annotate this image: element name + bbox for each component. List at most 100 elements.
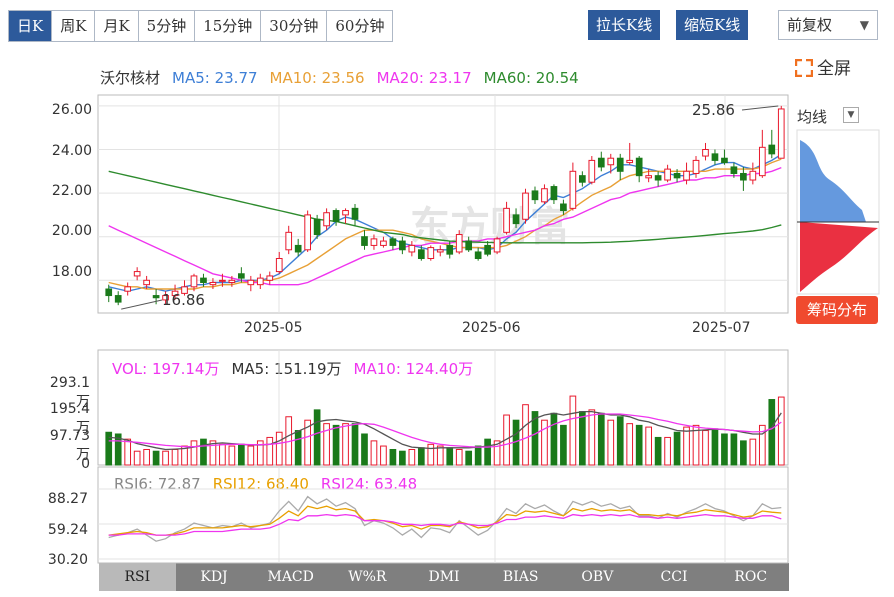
tab-15min[interactable]: 15分钟 — [195, 11, 262, 41]
indicator-tab-bias[interactable]: BIAS — [502, 569, 539, 585]
tab-60min[interactable]: 60分钟 — [327, 11, 393, 41]
candle-body — [597, 157, 605, 168]
indicator-tab-rsi[interactable]: RSI — [99, 563, 176, 591]
volume-bar — [171, 448, 179, 466]
volume-bar — [105, 431, 113, 466]
candle-body — [152, 295, 160, 299]
x-label: 2025-07 — [692, 320, 751, 336]
volume-bar — [588, 409, 596, 466]
ma-line-ma60 — [108, 170, 782, 244]
panel-frame — [97, 466, 789, 564]
tab-day[interactable]: 日K — [9, 11, 53, 41]
candle-body — [635, 157, 643, 177]
rsi6-line — [108, 495, 782, 542]
volume-bar — [673, 431, 681, 466]
indicator-tab-roc[interactable]: ROC — [734, 569, 768, 585]
volume-ma10-line — [108, 413, 782, 448]
indicator-tab-wr[interactable]: W%R — [348, 569, 387, 585]
volume-bar — [256, 440, 264, 466]
candle-body — [664, 168, 671, 181]
legend-vol-ma5: MA5: 151.19万 — [231, 360, 342, 378]
candle-body — [105, 288, 113, 297]
rsi12-line — [108, 505, 782, 536]
candle-body — [702, 149, 709, 157]
volume-bar — [579, 411, 586, 466]
candle-body — [266, 275, 274, 281]
candle-body — [256, 277, 264, 286]
stretch-kline-button[interactable]: 拉长K线 — [588, 10, 661, 40]
volume-bar — [275, 431, 283, 466]
chip-red-area — [800, 222, 878, 292]
indicator-tab-cci[interactable]: CCI — [660, 569, 688, 585]
max-marker-line — [741, 105, 779, 111]
volume-bar — [740, 440, 747, 466]
price-tick: 26.00 — [51, 102, 92, 118]
volume-bar — [124, 438, 132, 466]
price-tick: 24.00 — [51, 143, 92, 159]
volume-bar — [323, 423, 330, 466]
volume-bar — [702, 430, 709, 466]
candle-body — [162, 295, 169, 301]
tab-5min[interactable]: 5分钟 — [138, 11, 196, 41]
indicator-tab-macd[interactable]: MACD — [267, 569, 314, 585]
volume-bar — [162, 450, 169, 466]
volume-bar — [758, 424, 766, 466]
volume-bar — [607, 419, 615, 466]
candle-body — [522, 192, 529, 220]
volume-bar — [436, 445, 444, 466]
legend-ma60: MA60: 20.54 — [483, 69, 579, 87]
volume-bar — [332, 424, 340, 466]
candle-body — [455, 234, 463, 253]
candle-body — [768, 144, 776, 155]
candle-body — [730, 166, 738, 174]
volume-ma5-line — [108, 410, 782, 451]
candle-body — [313, 218, 321, 236]
indicator-tab-dmi[interactable]: DMI — [428, 569, 460, 585]
indicator-tab-kdj[interactable]: KDJ — [200, 569, 228, 585]
volume-bar — [304, 419, 311, 466]
volume-bar — [531, 411, 539, 466]
fullscreen-button[interactable]: 全屏 — [795, 54, 851, 79]
candle-body — [190, 275, 198, 288]
shorten-kline-button[interactable]: 缩短K线 — [676, 10, 749, 40]
volume-bar — [408, 448, 416, 466]
x-label: 2025-05 — [244, 320, 303, 336]
vol-tick: 293.1万 — [49, 375, 90, 410]
candle-body — [294, 244, 302, 253]
volume-bar — [209, 440, 217, 466]
candle-body — [200, 277, 207, 283]
candle-body — [777, 108, 785, 159]
indicator-tab-obv[interactable]: OBV — [581, 569, 614, 585]
fullscreen-icon — [795, 59, 813, 77]
volume-bar — [143, 448, 150, 466]
candle-body — [361, 236, 368, 246]
tab-30min[interactable]: 30分钟 — [261, 11, 328, 41]
adjust-select[interactable]: 前复权 ▼ — [778, 10, 878, 40]
price-tick: 20.00 — [51, 223, 92, 239]
candle-body — [758, 146, 766, 177]
indicator-tabs: RSI KDJ MACD W%R DMI BIAS OBV CCI ROC — [99, 563, 789, 591]
volume-bar — [455, 448, 463, 466]
avg-line-dropdown[interactable]: ▼ — [843, 107, 859, 123]
price-tick: 22.00 — [51, 183, 92, 199]
tab-week[interactable]: 周K — [52, 11, 96, 41]
candle-body — [228, 279, 236, 283]
vol-tick: 195.4万 — [49, 401, 90, 436]
stock-name: 沃尔核材 — [100, 69, 161, 87]
candle-body — [446, 244, 454, 255]
legend-ma5: MA5: 23.77 — [172, 69, 258, 87]
tab-month[interactable]: 月K — [95, 11, 139, 41]
candle-body — [124, 286, 132, 292]
candle-body — [285, 231, 293, 251]
candle-body — [503, 207, 510, 233]
candle-body — [304, 214, 311, 251]
volume-bar — [294, 430, 302, 466]
volume-bar — [446, 447, 454, 466]
volume-bar — [190, 440, 198, 466]
volume-bar — [370, 440, 378, 466]
candle-body — [171, 290, 179, 297]
candle-body — [673, 172, 681, 179]
legend-ma10: MA10: 23.56 — [269, 69, 365, 87]
chip-distribution-button[interactable]: 筹码分布 — [796, 296, 878, 324]
